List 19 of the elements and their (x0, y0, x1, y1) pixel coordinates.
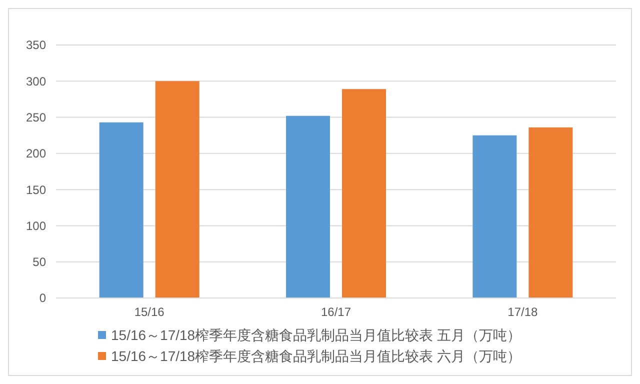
bar (472, 135, 517, 298)
bar (342, 89, 386, 298)
legend-label: 15/16～17/18榨季年度含糖食品乳制品当月值比较表 六月（万吨） (111, 348, 521, 364)
x-tick-label: 15/16 (134, 305, 165, 319)
y-tick-label: 350 (26, 38, 46, 52)
y-tick-label: 0 (39, 291, 46, 306)
x-tick-label: 17/18 (508, 305, 538, 319)
bar (286, 116, 330, 298)
x-tick-label: 16/17 (320, 305, 352, 319)
y-tick-label: 100 (26, 218, 46, 233)
y-tick-label: 200 (26, 146, 46, 161)
y-tick-label: 300 (26, 74, 46, 88)
bar (99, 122, 144, 298)
y-tick-label: 50 (32, 255, 46, 270)
legend-label: 15/16～17/18榨季年度含糖食品乳制品当月值比较表 五月（万吨） (111, 326, 521, 343)
bar (528, 127, 573, 298)
y-tick-label: 250 (26, 110, 46, 124)
bar (155, 81, 200, 298)
y-tick-label: 150 (26, 182, 46, 197)
